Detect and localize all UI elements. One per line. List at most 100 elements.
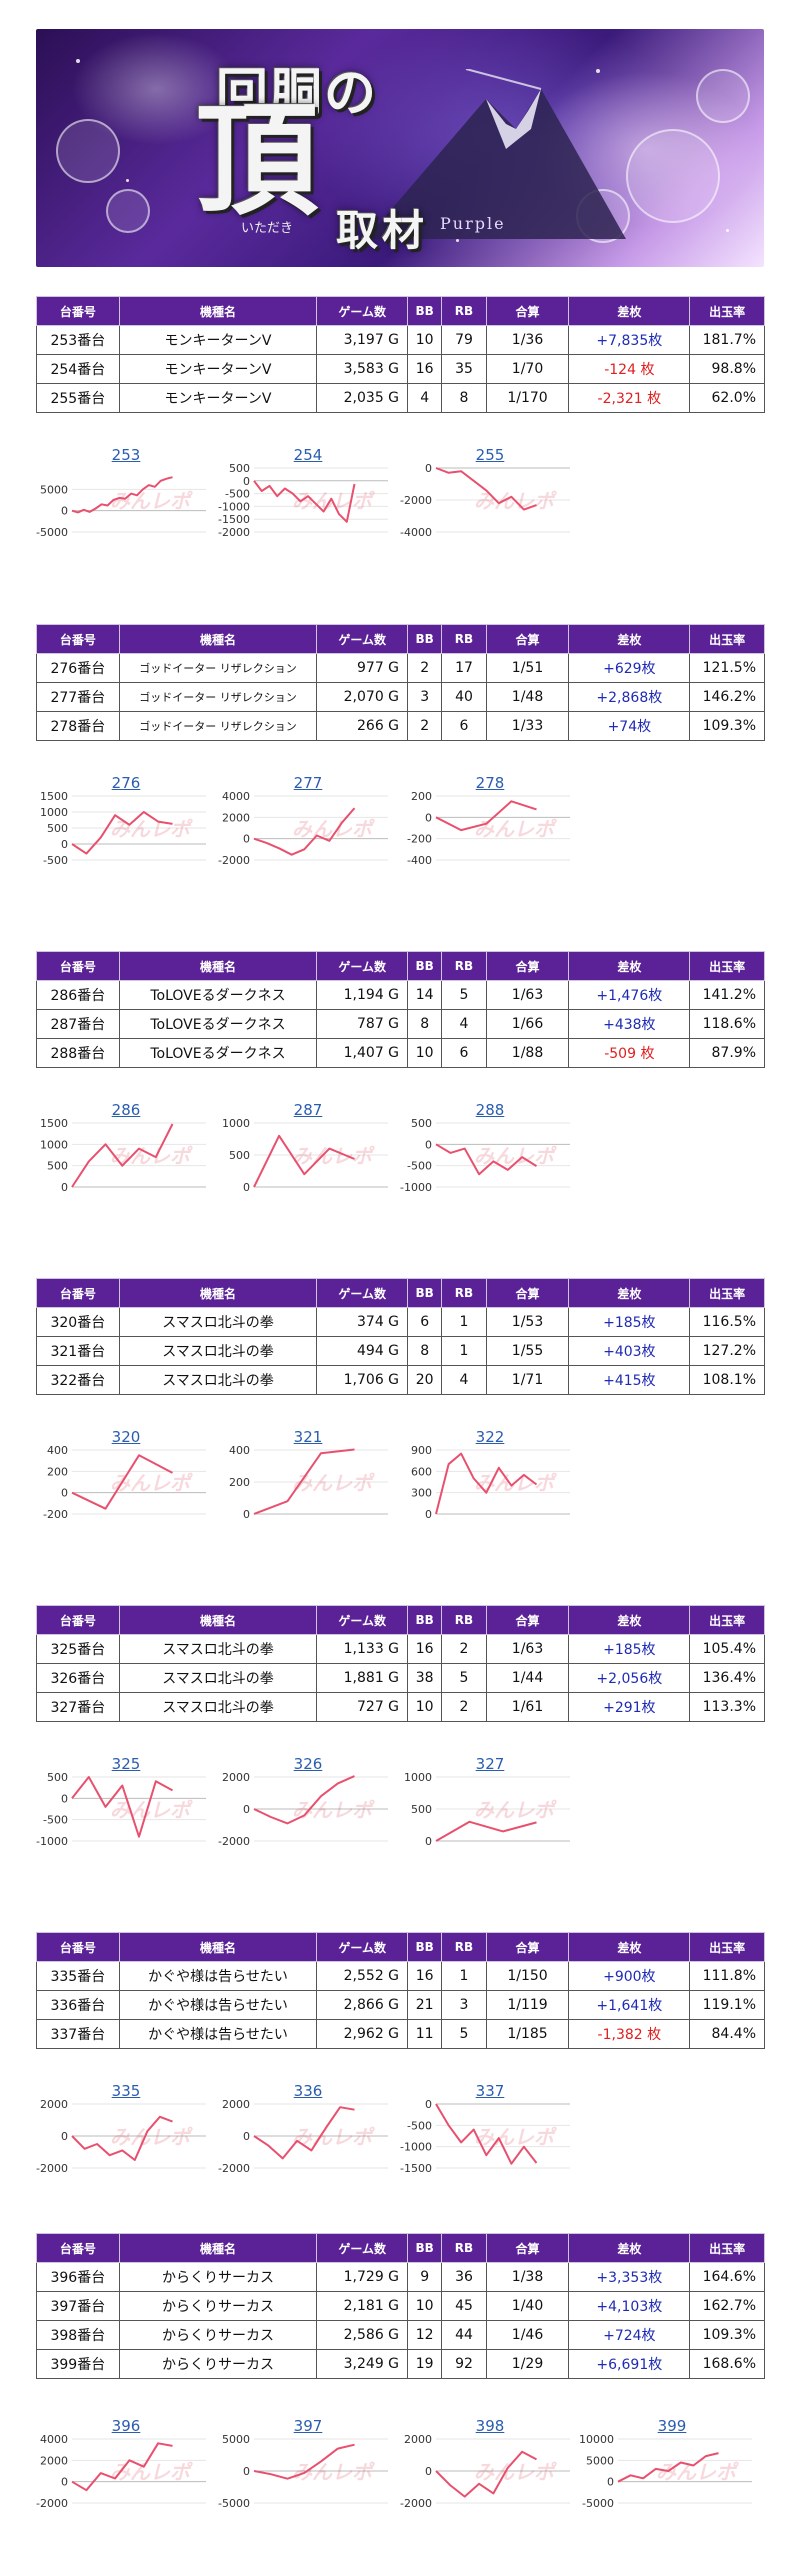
slump-line [253,480,356,523]
cell-bb: 16 [407,1634,443,1664]
cell-rate: 119.1% [689,1990,765,2020]
graph-machine-link[interactable]: 254 [293,446,323,464]
graph-machine-link[interactable]: 322 [475,1428,505,1446]
slump-graph[interactable]: 253 5000 0 -5000 みんレポ [36,446,216,546]
cell-bb: 19 [407,2349,443,2379]
cell-rb: 5 [441,2019,487,2049]
graph-machine-link[interactable]: 337 [475,2082,505,2100]
graph-machine-link[interactable]: 396 [111,2417,141,2435]
graph-machine-link[interactable]: 326 [293,1755,323,1773]
watermark: みんレポ [292,1798,375,1822]
cell-machine: ToLOVEるダークネス [118,1038,318,1068]
cell-ratio: 1/55 [485,1336,570,1366]
slump-graph[interactable]: 278 200 0 -200 -400 みんレポ [400,774,580,874]
cell-rate: 105.4% [689,1634,765,1664]
y-tick-label: 0 [243,2130,250,2143]
slump-graph[interactable]: 288 500 0 -500 -1000 みんレポ [400,1101,580,1201]
slump-graph[interactable]: 325 500 0 -500 -1000 みんレポ [36,1755,216,1855]
graph-machine-link[interactable]: 335 [111,2082,141,2100]
graph-machine-link[interactable]: 288 [475,1101,505,1119]
graph-machine-link[interactable]: 325 [111,1755,141,1773]
y-tick-label: 0 [607,2476,614,2489]
slump-graph[interactable]: 255 0 -2000 -4000 みんレポ [400,446,580,546]
table-row: 253番台 モンキーターンV 3,197 G 10 79 1/36 +7,835枚 181.7… [36,325,765,355]
graph-plot: 500 0 -500 -1000 みんレポ [36,1771,206,1848]
cell-ratio: 1/33 [485,711,570,741]
column-header: 台番号 [36,1278,120,1308]
y-tick-label: 500 [229,1149,250,1162]
y-tick-label: -200 [407,833,432,846]
table-row: 278番台 ゴッドイーター リザレクション 266 G 2 6 1/33 +74枚 109.3… [36,711,765,741]
graph-machine-link[interactable]: 321 [293,1428,323,1446]
column-header: RB [441,1605,487,1635]
slump-graph[interactable]: 321 400 200 0 みんレポ [218,1428,398,1528]
column-header: 機種名 [118,624,318,654]
column-header: 差枚 [568,1605,691,1635]
graph-machine-link[interactable]: 276 [111,774,141,792]
slump-graph[interactable]: 327 1000 500 0 みんレポ [400,1755,580,1855]
graph-machine-link[interactable]: 320 [111,1428,141,1446]
graph-machine-link[interactable]: 278 [475,774,505,792]
slump-line [71,1454,173,1510]
slump-graph[interactable]: 399 10000 5000 0 -5000 みんレポ [579,2417,762,2517]
graph-machine-link[interactable]: 255 [475,446,505,464]
cell-rb: 92 [441,2349,487,2379]
graph-machine-link[interactable]: 286 [111,1101,141,1119]
graph-machine-link[interactable]: 327 [475,1755,505,1773]
graph-machine-link[interactable]: 397 [293,2417,323,2435]
slump-graph[interactable]: 336 2000 0 -2000 みんレポ [218,2082,398,2182]
column-header: BB [407,2233,443,2263]
cell-diff: +724枚 [568,2320,691,2350]
slump-graph[interactable]: 254 500 0 -500 -1000 -1500 -2000 みんレポ [218,446,398,546]
slump-graph[interactable]: 322 900 600 300 0 みんレポ [400,1428,580,1528]
cell-rate: 164.6% [689,2262,765,2292]
column-header: 出玉率 [689,2233,765,2263]
graph-plot: 1000 500 0 みんレポ [222,1117,388,1194]
cell-games: 2,035 G [316,383,409,413]
graph-machine-link[interactable]: 277 [293,774,323,792]
graph-machine-link[interactable]: 253 [111,446,141,464]
table-row: 326番台 スマスロ北斗の拳 1,881 G 38 5 1/44 +2,056枚 136.4% [36,1663,765,1693]
watermark: みんレポ [292,1471,375,1495]
slump-graph[interactable]: 277 4000 2000 0 -2000 みんレポ [218,774,398,874]
graph-machine-link[interactable]: 336 [293,2082,323,2100]
table-header-row: 台番号 機種名 ゲーム数 BB RB 合算 差枚 出玉率 [36,1605,765,1635]
slump-graph[interactable]: 287 1000 500 0 みんレポ [218,1101,398,1201]
results-table: 台番号 機種名 ゲーム数 BB RB 合算 差枚 出玉率 276番台 ゴッドイーター リザレクショ… [36,624,765,741]
cell-rate: 181.7% [689,325,765,355]
y-tick-label: -2000 [218,854,250,867]
cell-ratio: 1/170 [485,383,570,413]
graph-machine-link[interactable]: 399 [657,2417,687,2435]
slump-graph[interactable]: 396 4000 2000 0 -2000 みんレポ [36,2417,216,2517]
cell-machine: スマスロ北斗の拳 [118,1307,318,1337]
graph-machine-link[interactable]: 287 [293,1101,323,1119]
cell-bb: 2 [407,711,443,741]
slump-graph[interactable]: 320 400 200 0 -200 みんレポ [36,1428,216,1528]
cell-rate: 168.6% [689,2349,765,2379]
y-tick-label: 5000 [40,483,68,496]
slump-graph[interactable]: 397 5000 0 -5000 みんレポ [218,2417,398,2517]
y-tick-label: 0 [61,1487,68,1500]
y-tick-label: 0 [61,2476,68,2489]
slump-graph[interactable]: 398 2000 0 -2000 みんレポ [400,2417,580,2517]
cell-rate: 127.2% [689,1336,765,1366]
slump-graph[interactable]: 326 2000 0 -2000 みんレポ [218,1755,398,1855]
column-header: 機種名 [118,1932,318,1962]
cell-machine: ゴッドイーター リザレクション [118,711,318,741]
slump-graph[interactable]: 335 2000 0 -2000 みんレポ [36,2082,216,2182]
cell-machine: モンキーターンV [118,383,318,413]
y-tick-label: -500 [43,1814,68,1827]
graph-machine-link[interactable]: 398 [475,2417,505,2435]
slump-graph[interactable]: 286 1500 1000 500 0 みんレポ [36,1101,216,1201]
y-tick-label: 2000 [40,2454,68,2467]
cell-machine: スマスロ北斗の拳 [118,1365,318,1395]
slump-graph[interactable]: 337 0 -500 -1000 -1500 みんレポ [400,2082,580,2182]
watermark: みんレポ [656,2460,739,2484]
cell-machine: からくりサーカス [118,2291,318,2321]
cell-ratio: 1/40 [485,2291,570,2321]
y-tick-label: 0 [61,838,68,851]
column-header: 出玉率 [689,1932,765,1962]
slump-graph[interactable]: 276 1500 1000 500 0 -500 みんレポ [36,774,216,874]
cell-bb: 6 [407,1307,443,1337]
